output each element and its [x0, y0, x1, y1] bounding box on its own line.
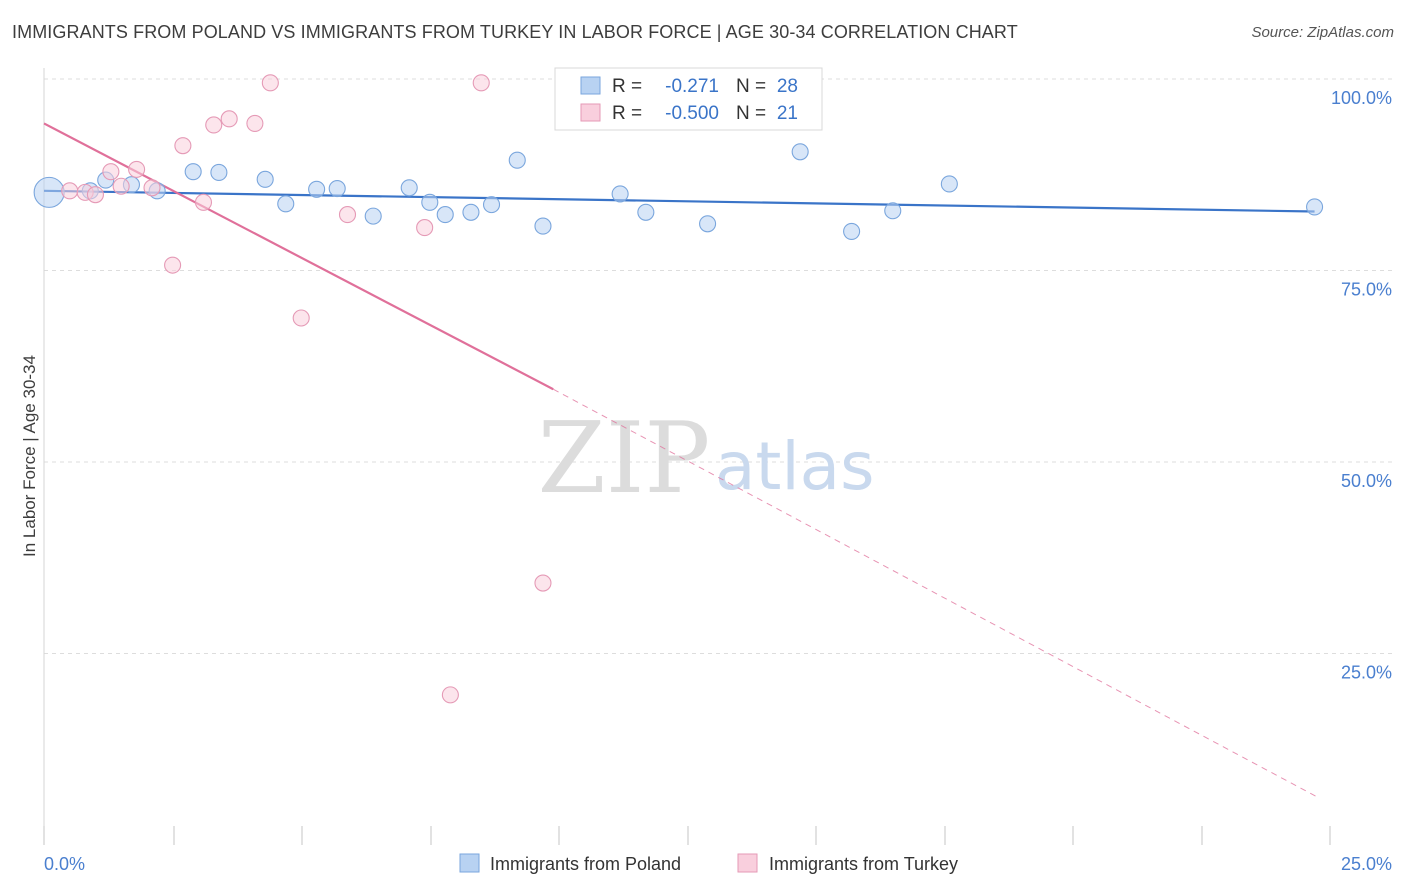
poland-point [508, 151, 526, 169]
poland-n-value: 28 [777, 76, 798, 97]
poland-r-value: -0.271 [665, 76, 719, 97]
turkey-trend-extension [553, 388, 1320, 799]
poland-point [791, 143, 809, 161]
poland-point [637, 203, 655, 221]
turkey-point [416, 219, 434, 237]
turkey-point [164, 256, 182, 274]
chart-title: IMMIGRANTS FROM POLAND VS IMMIGRANTS FRO… [12, 22, 1018, 42]
turkey-point [292, 309, 310, 327]
poland-point [699, 215, 717, 233]
poland-point [328, 179, 346, 198]
y-tick-label: 50.0% [1341, 471, 1392, 491]
source-credit: Source: ZipAtlas.com [1251, 24, 1394, 41]
poland-point [256, 170, 274, 188]
turkey-point [128, 160, 146, 178]
series-legend: Immigrants from Poland Immigrants from T… [459, 853, 958, 874]
legend-poland-swatch [459, 853, 480, 873]
poland-point [421, 193, 439, 211]
turkey-point [143, 179, 161, 197]
data-points [33, 74, 1324, 704]
legend-poland-label: Immigrants from Poland [490, 854, 681, 874]
poland-point [843, 222, 861, 240]
poland-point [210, 163, 228, 182]
legend-turkey-swatch [737, 853, 758, 873]
turkey-point [205, 116, 223, 134]
turkey-point [472, 74, 490, 92]
poland-point [436, 206, 454, 224]
turkey-point [220, 110, 238, 128]
poland-r-label: R = [612, 76, 642, 97]
poland-point [308, 180, 326, 198]
turkey-point [441, 686, 459, 704]
turkey-point [194, 193, 213, 211]
x-tick-label-min: 0.0% [44, 854, 85, 874]
y-tick-label: 100.0% [1331, 88, 1392, 108]
turkey-r-value: -0.500 [665, 103, 719, 124]
turkey-point [86, 186, 104, 204]
stats-legend: R = -0.271 N = 28 R = -0.500 N = 21 [554, 67, 823, 131]
poland-n-label: N = [736, 76, 766, 97]
gridlines [44, 78, 1392, 654]
turkey-n-label: N = [736, 103, 766, 124]
y-tick-label: 75.0% [1341, 280, 1392, 300]
turkey-n-value: 21 [777, 103, 798, 124]
turkey-point [61, 182, 79, 200]
poland-point [534, 217, 552, 235]
poland-point [884, 202, 902, 220]
turkey-trend-line [43, 122, 554, 391]
turkey-point [534, 574, 552, 592]
x-tick-labels: 0.0% 25.0% [44, 854, 1392, 874]
turkey-swatch [580, 103, 601, 122]
turkey-point [112, 177, 130, 195]
turkey-point [261, 74, 279, 92]
poland-point [400, 179, 418, 197]
legend-turkey-label: Immigrants from Turkey [769, 854, 958, 874]
x-tick-label-max: 25.0% [1341, 854, 1392, 874]
poland-trend-line [43, 189, 1315, 213]
poland-point [462, 203, 480, 221]
watermark-atlas: atlas [715, 428, 875, 505]
turkey-point [174, 137, 192, 155]
poland-point [33, 176, 65, 208]
turkey-point [246, 114, 264, 132]
poland-point [1306, 198, 1324, 216]
poland-point [364, 207, 382, 225]
watermark: ZIP atlas [538, 402, 875, 516]
poland-point [611, 185, 629, 203]
y-tick-labels: 25.0% 50.0% 75.0% 100.0% [1331, 88, 1392, 683]
turkey-point [102, 163, 120, 181]
poland-point [482, 196, 501, 214]
turkey-point [338, 206, 357, 224]
turkey-r-label: R = [612, 103, 642, 124]
watermark-zip: ZIP [538, 402, 711, 516]
poland-swatch [580, 76, 601, 95]
poland-point [277, 195, 295, 213]
poland-point [184, 163, 202, 181]
poland-point [940, 175, 958, 193]
y-tick-label: 25.0% [1341, 663, 1392, 683]
